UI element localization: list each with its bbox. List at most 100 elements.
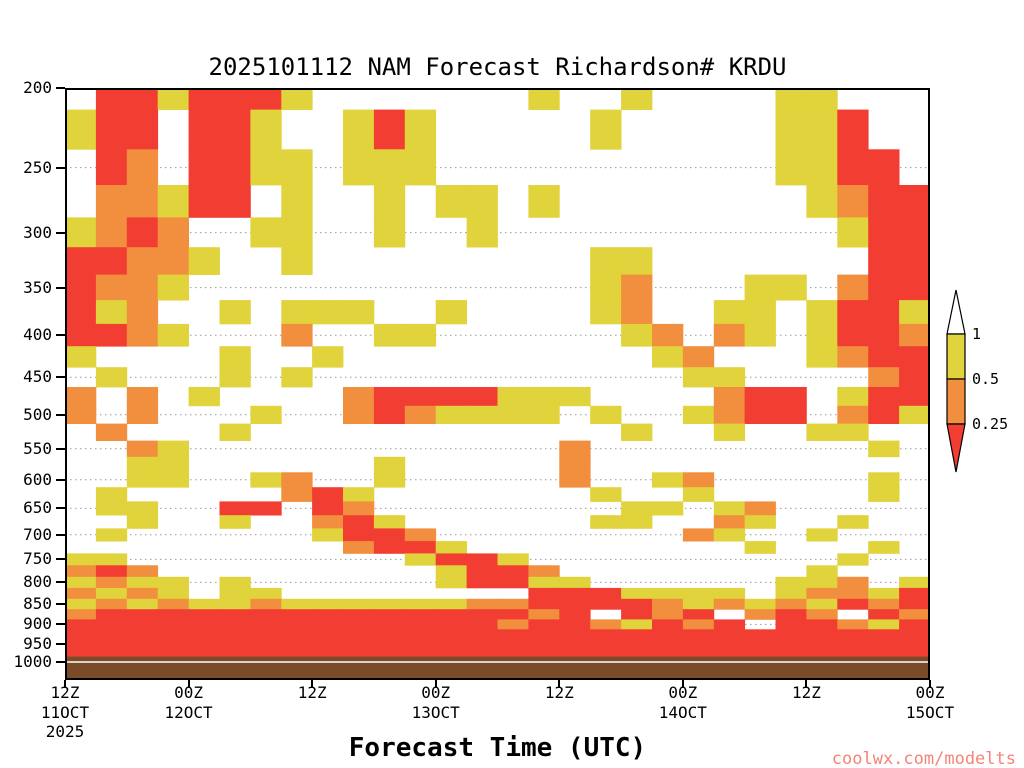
ri-cell <box>65 629 97 640</box>
colorbar-red-segment <box>946 423 966 473</box>
ri-cell <box>219 300 251 325</box>
ri-cell <box>95 576 128 589</box>
y-axis-tick-550 <box>56 447 65 450</box>
ri-cell <box>219 598 251 610</box>
y-axis-label-1000: 1000 <box>13 652 52 671</box>
ri-cell <box>157 598 189 610</box>
ri-cell <box>806 323 838 347</box>
y-axis-label-750: 750 <box>23 549 52 569</box>
y-axis-tick-700 <box>56 533 65 536</box>
ri-cell <box>528 576 560 589</box>
y-axis-label-350: 350 <box>23 277 52 297</box>
y-axis-label-450: 450 <box>23 367 52 387</box>
ri-cell <box>744 598 776 610</box>
ri-cell <box>65 639 97 649</box>
ri-cell <box>404 323 437 347</box>
ri-cell <box>899 609 930 620</box>
ri-cell <box>373 109 406 150</box>
ri-cell <box>435 639 467 649</box>
ri-cell <box>343 639 375 649</box>
ri-cell <box>219 88 251 110</box>
ri-cell <box>250 217 282 248</box>
ri-cell <box>775 274 807 301</box>
ri-cell <box>65 587 97 600</box>
ri-cell <box>65 247 97 275</box>
ri-cell <box>312 598 344 610</box>
ri-cell <box>373 323 406 347</box>
ri-cell <box>559 387 591 407</box>
y-axis-tick-250 <box>56 166 65 169</box>
ri-cell <box>559 440 591 458</box>
ri-cell <box>528 619 560 630</box>
y-axis-label-800: 800 <box>23 572 52 592</box>
ri-cell <box>590 619 622 630</box>
ri-cell <box>157 185 189 218</box>
ri-cell <box>435 185 467 218</box>
ri-cell <box>652 639 684 649</box>
ri-cell <box>652 346 684 368</box>
ri-cell <box>219 346 251 368</box>
ri-cell <box>65 346 97 368</box>
ri-cell <box>404 609 437 620</box>
ri-cell <box>559 639 591 649</box>
ri-cell <box>868 629 900 640</box>
ri-cell <box>806 300 838 325</box>
x-axis-label-h36: 00Z <box>421 683 451 702</box>
ri-cell <box>157 323 189 347</box>
ri-cell <box>157 619 189 630</box>
colorbar-yellow-segment <box>946 333 966 380</box>
ri-cell <box>497 553 529 566</box>
ri-cell <box>404 405 437 424</box>
ri-cell <box>343 528 375 542</box>
ri-cell <box>250 619 282 630</box>
ri-cell <box>744 323 776 347</box>
ri-cell <box>343 648 375 658</box>
ri-cell <box>373 387 406 407</box>
ri-cell <box>281 619 313 630</box>
ri-cell <box>621 629 653 640</box>
ri-cell <box>281 247 313 275</box>
ri-cell <box>621 423 653 441</box>
ri-cell <box>343 501 375 516</box>
ri-cell <box>775 609 807 620</box>
x-axis-title: Forecast Time (UTC) <box>348 733 647 763</box>
ri-cell <box>157 472 189 488</box>
ri-cell <box>95 501 128 516</box>
ri-cell <box>775 598 807 610</box>
ri-cell <box>373 405 406 424</box>
ri-cell <box>899 405 930 424</box>
ri-cell <box>65 323 97 347</box>
ri-cell <box>899 217 930 248</box>
ri-cell <box>559 456 591 473</box>
ri-cell <box>373 609 406 620</box>
ri-cell <box>713 323 746 347</box>
ri-cell <box>343 149 375 186</box>
ri-cell <box>775 387 807 407</box>
ri-cell <box>373 629 406 640</box>
ri-cell <box>126 88 159 110</box>
ri-cell <box>775 619 807 630</box>
x-axis-tick-h12 <box>187 680 190 688</box>
richardson-heatmap-plot <box>65 88 930 680</box>
ri-cell <box>281 300 313 325</box>
ri-cell <box>899 587 930 600</box>
ri-cell <box>868 619 900 630</box>
ri-cell <box>837 423 869 441</box>
ri-cell <box>744 629 776 640</box>
ri-cell <box>435 576 467 589</box>
ri-cell <box>899 274 930 301</box>
ri-cell <box>528 639 560 649</box>
ri-cell <box>621 619 653 630</box>
ri-cell <box>281 487 313 502</box>
ri-cell <box>590 274 622 301</box>
ri-cell <box>65 217 97 248</box>
ri-cell <box>868 185 900 218</box>
ri-cell <box>65 609 97 620</box>
ri-cell <box>744 609 776 620</box>
ri-cell <box>744 515 776 529</box>
x-axis-tick-h24 <box>311 680 314 688</box>
ri-cell <box>497 598 529 610</box>
ri-cell <box>868 609 900 620</box>
ri-cell <box>621 300 653 325</box>
ri-cell <box>559 576 591 589</box>
